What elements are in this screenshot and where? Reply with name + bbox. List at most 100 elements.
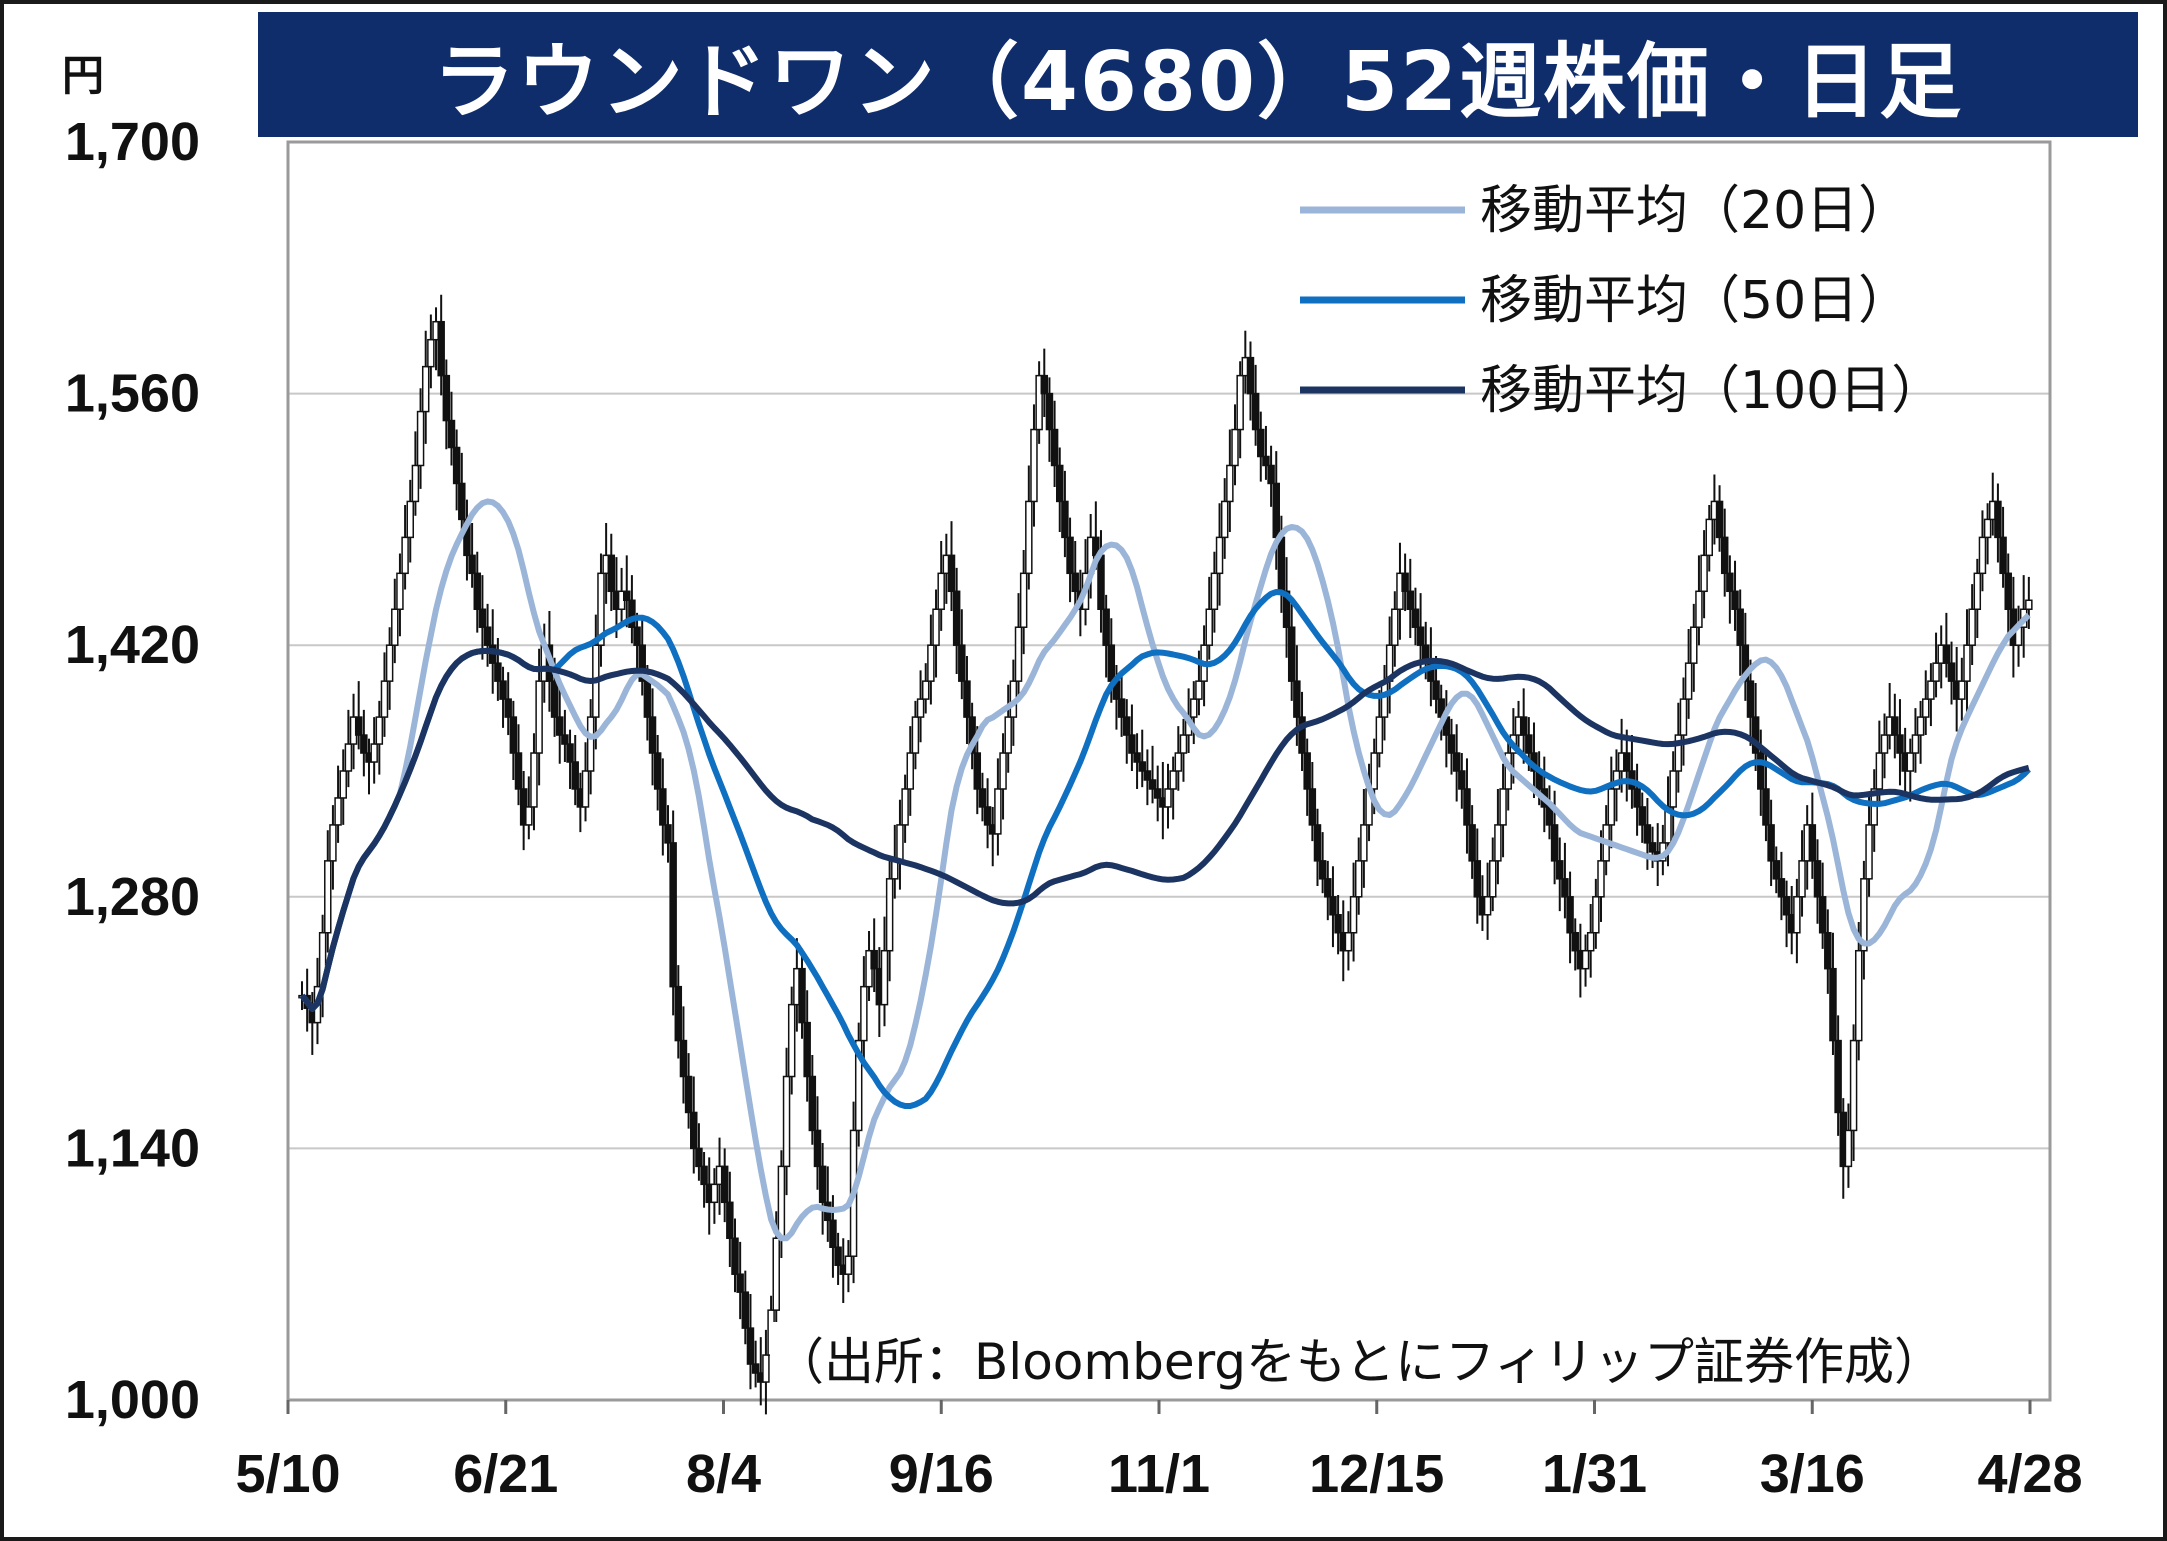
candle	[324, 830, 332, 953]
candle	[555, 681, 564, 764]
candle	[1179, 718, 1188, 782]
candle	[1463, 758, 1471, 854]
candle	[741, 1270, 750, 1345]
candle	[1267, 445, 1275, 507]
candle	[653, 735, 662, 811]
candle	[1623, 729, 1631, 802]
ma50-line	[299, 589, 2031, 1109]
candle	[803, 990, 811, 1102]
candle	[401, 505, 409, 590]
candle	[1648, 826, 1657, 869]
candle	[1994, 483, 2002, 563]
candle	[927, 614, 935, 705]
candle	[1999, 506, 2007, 588]
candle	[483, 603, 492, 667]
candle	[1932, 632, 1940, 698]
candle	[1014, 593, 1023, 700]
candle	[1860, 860, 1868, 980]
candle	[638, 618, 646, 696]
candle	[921, 663, 930, 714]
candle	[1870, 769, 1878, 852]
x-tick-label: 9/16	[889, 1444, 994, 1504]
candle	[1329, 866, 1337, 948]
candle	[813, 1096, 822, 1190]
legend: 移動平均（20日） 移動平均（50日） 移動平均（100日）	[1300, 181, 1943, 421]
candle	[406, 479, 414, 563]
candle	[952, 567, 961, 674]
candle	[1117, 670, 1126, 737]
candle	[1726, 555, 1734, 624]
candle	[880, 916, 889, 1027]
candle	[1334, 895, 1342, 955]
candle	[344, 709, 353, 788]
candle	[416, 388, 425, 489]
candle	[1896, 699, 1904, 786]
y-axis-ticks: 1,700 1,560 1,420 1,280 1,140 1,000	[65, 112, 200, 1430]
candle	[1818, 862, 1827, 949]
candle	[566, 729, 574, 789]
candle	[354, 681, 363, 750]
y-axis-unit: 円	[62, 51, 105, 100]
candle	[1705, 505, 1713, 572]
candle	[525, 776, 533, 840]
candlesticks	[298, 294, 2033, 1415]
candle	[571, 735, 579, 806]
x-tick-label: 3/16	[1760, 1444, 1865, 1504]
x-tick-label: 1/31	[1542, 1444, 1647, 1504]
candle	[1236, 361, 1244, 459]
candle	[906, 726, 915, 816]
candle	[746, 1293, 755, 1390]
y-tick-label: 1,560	[65, 364, 200, 424]
candle	[1148, 745, 1157, 804]
candle	[1566, 871, 1574, 964]
candle	[1220, 478, 1229, 559]
candle	[798, 948, 806, 1039]
candle	[1375, 690, 1384, 768]
candle	[370, 717, 378, 784]
candle	[684, 1053, 693, 1129]
candle	[1040, 348, 1049, 417]
candle	[1452, 724, 1461, 802]
candle	[1004, 684, 1012, 773]
candle	[427, 314, 435, 389]
candle	[1391, 591, 1399, 667]
candle	[1050, 400, 1059, 488]
candle	[1262, 425, 1270, 480]
x-tick-label: 6/21	[453, 1444, 558, 1504]
candle	[1411, 587, 1420, 646]
candle	[860, 956, 868, 1066]
candle	[994, 758, 1002, 856]
candle	[1571, 918, 1579, 971]
candle	[1153, 765, 1162, 822]
candle	[1767, 799, 1775, 887]
y-tick-label: 1,280	[65, 867, 200, 927]
candle	[1025, 465, 1033, 590]
candle	[1401, 553, 1409, 612]
candle	[1968, 584, 1976, 665]
candle	[659, 758, 667, 856]
candle	[1824, 909, 1832, 994]
candle	[1911, 708, 1920, 773]
candle	[1164, 763, 1172, 829]
candle	[380, 652, 389, 737]
candle	[473, 551, 482, 633]
candle	[690, 1076, 698, 1174]
candle	[1344, 911, 1353, 971]
candle	[1138, 729, 1146, 788]
legend-label: 移動平均（20日）	[1480, 181, 1910, 241]
candle	[1519, 688, 1528, 764]
candle	[478, 575, 487, 660]
candle	[499, 666, 507, 728]
x-tick-label: 4/28	[1977, 1444, 2082, 1504]
candle	[1210, 551, 1219, 633]
candle	[751, 1340, 760, 1388]
candle	[1190, 681, 1198, 745]
candle	[1556, 837, 1564, 912]
candle	[586, 699, 595, 795]
candle	[1318, 832, 1327, 894]
candle	[1169, 756, 1177, 820]
candle	[391, 578, 399, 664]
candle	[1251, 364, 1260, 446]
candle	[1720, 508, 1729, 597]
candle	[1231, 404, 1239, 486]
